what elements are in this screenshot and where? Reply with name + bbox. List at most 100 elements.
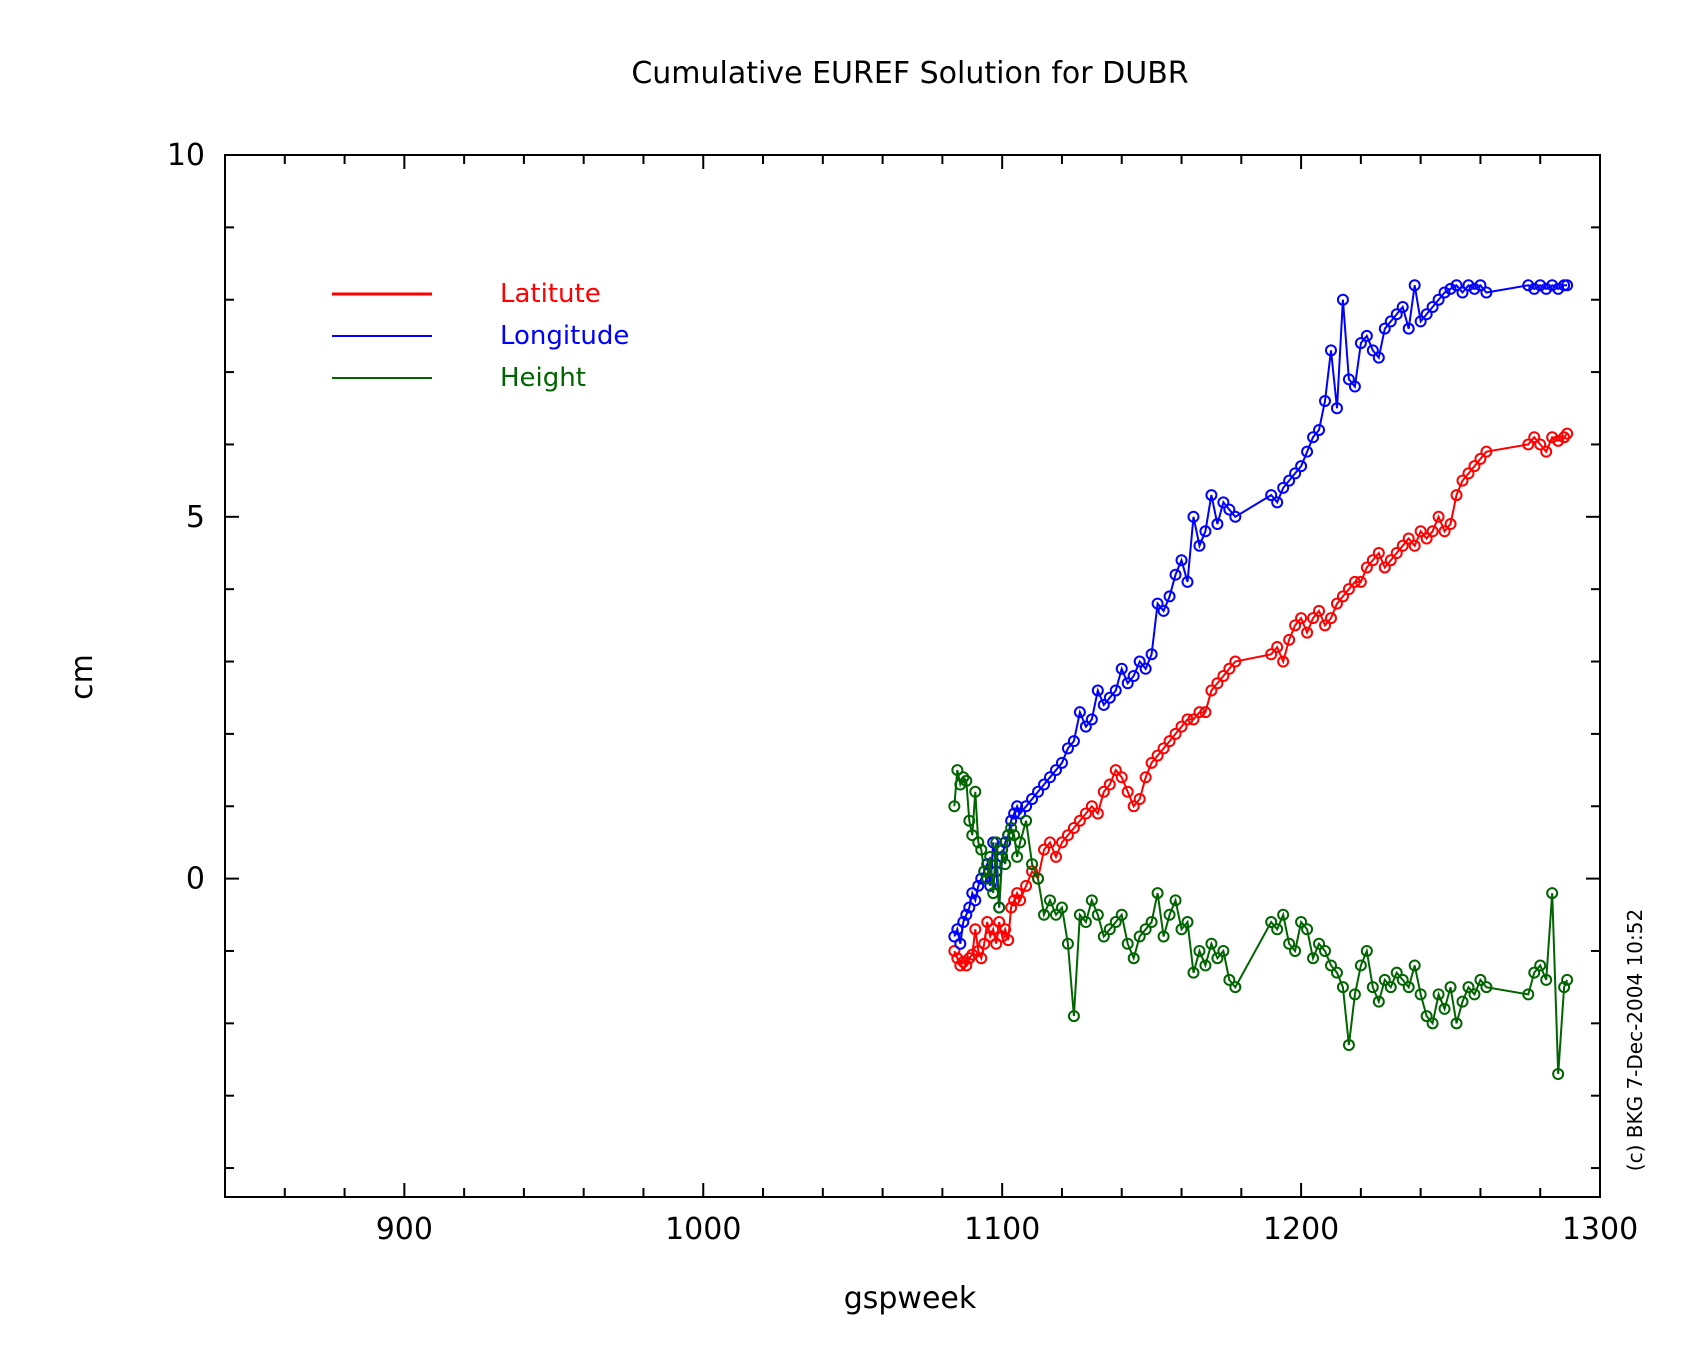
x-axis-label: gspweek xyxy=(844,1281,977,1316)
data-point xyxy=(1127,800,1140,813)
data-point xyxy=(1360,329,1373,342)
legend-label: Height xyxy=(500,363,586,393)
data-point xyxy=(1055,836,1068,849)
data-point xyxy=(1330,597,1343,610)
data-point xyxy=(1109,916,1122,929)
data-point xyxy=(1139,923,1152,936)
data-point xyxy=(948,800,961,813)
data-point xyxy=(1193,944,1206,957)
data-point xyxy=(987,923,1000,936)
data-point xyxy=(1067,1010,1080,1023)
data-point xyxy=(993,901,1006,914)
data-point xyxy=(1540,973,1553,986)
data-point xyxy=(984,879,997,892)
data-point xyxy=(1032,872,1045,885)
data-point xyxy=(999,923,1012,936)
data-point xyxy=(1199,959,1212,972)
data-point xyxy=(1091,908,1104,921)
data-point xyxy=(1217,496,1230,509)
data-point xyxy=(1342,1039,1355,1052)
data-point xyxy=(1133,655,1146,668)
data-point xyxy=(1115,908,1128,921)
data-point xyxy=(963,901,976,914)
data-point xyxy=(1014,836,1027,849)
data-point xyxy=(1211,677,1224,690)
data-point xyxy=(1561,279,1574,292)
data-point xyxy=(1181,575,1194,588)
series-latitute xyxy=(948,427,1574,972)
data-point xyxy=(1534,279,1547,292)
data-point xyxy=(1378,561,1391,574)
data-point xyxy=(1348,575,1361,588)
data-point xyxy=(1468,988,1481,1001)
data-point xyxy=(1319,619,1331,632)
data-point xyxy=(1468,460,1481,473)
data-point xyxy=(1354,337,1367,350)
data-point xyxy=(1175,720,1188,733)
data-point xyxy=(1438,1002,1451,1015)
data-point xyxy=(1205,937,1218,950)
data-point xyxy=(1223,973,1236,986)
series-line xyxy=(953,283,1568,944)
data-point xyxy=(1079,807,1092,820)
data-point xyxy=(1026,793,1039,806)
data-point xyxy=(1546,431,1559,444)
data-point xyxy=(1145,916,1158,929)
data-point xyxy=(1534,959,1547,972)
data-point xyxy=(1384,315,1397,328)
data-point xyxy=(954,778,967,791)
data-point xyxy=(1552,434,1565,447)
copyright-note: (c) BKG 7-Dec-2004 10:52 xyxy=(1623,909,1647,1171)
data-point xyxy=(993,916,1006,929)
data-point xyxy=(1217,944,1230,957)
data-point xyxy=(1067,735,1080,748)
data-point xyxy=(1061,937,1074,950)
data-point xyxy=(1396,539,1409,552)
data-point xyxy=(1480,445,1493,458)
data-point xyxy=(1462,981,1475,994)
data-point xyxy=(1534,438,1547,451)
data-point xyxy=(1372,995,1385,1008)
data-point xyxy=(963,814,976,827)
data-point xyxy=(1390,966,1403,979)
data-point xyxy=(1390,308,1403,321)
series-longitude xyxy=(948,279,1574,950)
data-point xyxy=(1402,981,1415,994)
data-point xyxy=(951,764,964,777)
data-point xyxy=(1289,944,1302,957)
data-point xyxy=(1528,966,1541,979)
data-point xyxy=(1169,894,1182,907)
data-point xyxy=(1175,923,1188,936)
data-point xyxy=(1456,995,1469,1008)
data-point xyxy=(1133,793,1146,806)
data-point xyxy=(1008,807,1021,820)
data-point xyxy=(1079,720,1092,733)
series-height xyxy=(948,764,1574,1080)
data-point xyxy=(1301,923,1314,936)
data-point xyxy=(1558,981,1571,994)
data-point xyxy=(954,959,967,972)
x-tick-label: 1200 xyxy=(1263,1212,1339,1247)
data-point xyxy=(969,894,982,907)
data-point xyxy=(1546,887,1559,900)
data-point xyxy=(1313,937,1326,950)
data-point xyxy=(1480,286,1493,299)
data-point xyxy=(1414,525,1427,538)
y-axis-label: cm xyxy=(65,654,100,700)
data-point xyxy=(1336,981,1349,994)
data-point xyxy=(1354,575,1367,588)
data-point xyxy=(1384,554,1397,567)
data-point xyxy=(1103,691,1116,704)
data-point xyxy=(966,829,979,842)
data-point xyxy=(1127,952,1140,965)
data-point xyxy=(1444,981,1457,994)
data-point xyxy=(1396,973,1409,986)
data-point xyxy=(1085,713,1098,726)
data-point xyxy=(1038,778,1051,791)
data-point xyxy=(1420,1010,1433,1023)
data-point xyxy=(1091,807,1104,820)
data-point xyxy=(1223,662,1236,675)
data-point xyxy=(1450,1017,1463,1030)
data-point xyxy=(1528,282,1541,295)
data-point xyxy=(1522,438,1535,451)
